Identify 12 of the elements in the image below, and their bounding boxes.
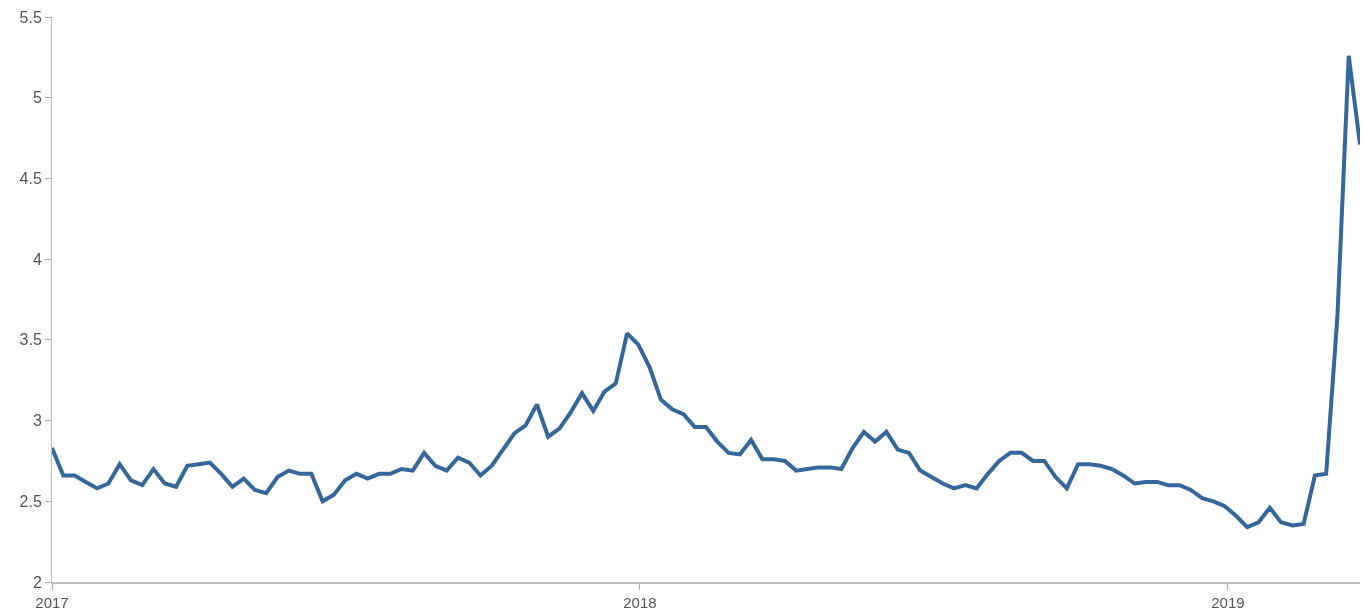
x-tick-label: 2017 <box>35 594 69 611</box>
y-tick-label: 5 <box>32 89 42 107</box>
y-tick-label: 2 <box>32 573 42 591</box>
y-tick-label: 3.5 <box>19 331 42 349</box>
y-tick-label: 5.5 <box>19 8 42 26</box>
line-series <box>52 53 1360 530</box>
x-tick-label: 2019 <box>1211 594 1245 611</box>
y-tick-label: 3 <box>32 412 42 430</box>
y-tick-label: 4.5 <box>19 170 42 188</box>
y-tick-label: 4 <box>32 250 42 268</box>
x-tick-label: 2018 <box>623 594 657 611</box>
y-tick-label: 2.5 <box>19 492 42 510</box>
